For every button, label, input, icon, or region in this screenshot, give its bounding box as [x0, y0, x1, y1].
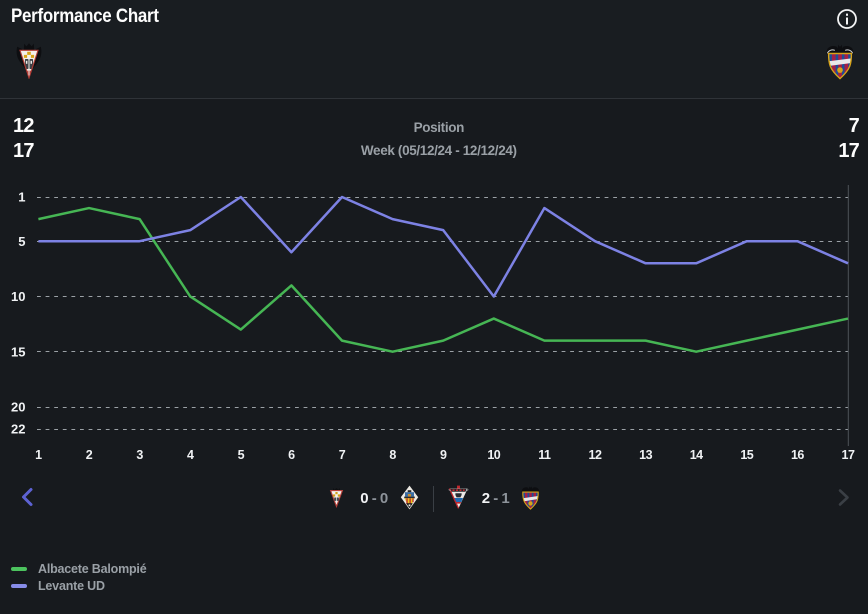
svg-text:1: 1 — [18, 190, 25, 205]
svg-text:5: 5 — [18, 234, 25, 249]
svg-text:15: 15 — [11, 344, 25, 359]
svg-text:22: 22 — [11, 422, 25, 437]
svg-text:10: 10 — [11, 289, 25, 304]
svg-text:20: 20 — [11, 400, 25, 415]
